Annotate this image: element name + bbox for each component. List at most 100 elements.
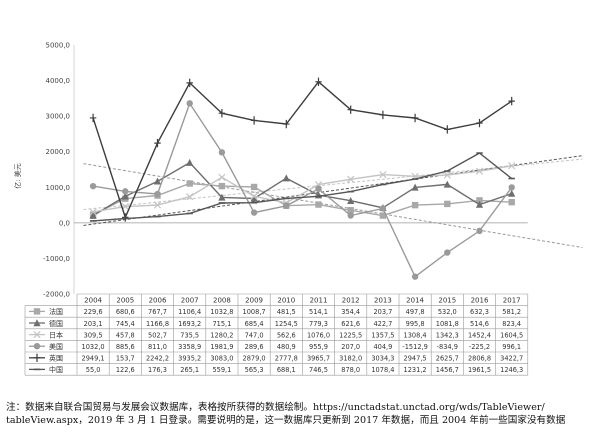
data-label: -225,2 <box>469 343 490 351</box>
data-label: 1032,0 <box>82 343 105 351</box>
data-point <box>476 118 483 128</box>
data-point <box>476 197 483 204</box>
data-label: 2242,2 <box>146 355 169 363</box>
y-tick-label: 3000,0 <box>46 113 71 121</box>
data-label: 680,6 <box>116 308 135 316</box>
data-table: 2004 2005 2006 2007 2008 2009 2010 2011 2012 2013… <box>24 293 529 376</box>
data-label: -1512,9 <box>402 343 427 351</box>
data-point <box>508 198 515 206</box>
data-label: 823,4 <box>502 320 521 328</box>
data-label: 2949,1 <box>82 355 105 363</box>
data-label: 1078,4 <box>371 366 394 374</box>
data-label: 1342,3 <box>436 331 459 339</box>
data-point <box>122 188 129 195</box>
legend-label: 法国 <box>49 307 63 316</box>
x-tick-label: 2015 <box>438 297 456 305</box>
data-point <box>154 190 161 198</box>
data-label: 735,5 <box>180 331 199 339</box>
series-line <box>89 152 515 222</box>
data-point <box>508 184 515 191</box>
data-label: 2806,8 <box>468 355 491 363</box>
y-tick-label: 1000,0 <box>46 184 71 192</box>
data-label: 229,6 <box>84 308 103 316</box>
data-label: 3083,0 <box>210 355 233 363</box>
x-tick-label: 2006 <box>149 297 167 305</box>
data-point <box>443 180 451 188</box>
series-line <box>89 162 516 216</box>
series-line <box>89 77 515 222</box>
y-tick-label: 2000,0 <box>46 148 71 156</box>
data-point <box>186 158 194 166</box>
series-lines <box>89 77 516 280</box>
data-point <box>89 211 97 219</box>
legend-label: 德国 <box>49 319 63 328</box>
data-label: 955,9 <box>309 343 328 351</box>
data-point <box>250 194 258 202</box>
data-label: 1308,4 <box>404 331 427 339</box>
y-tick-label: 4000,0 <box>46 77 71 85</box>
data-label: 1225,5 <box>339 331 362 339</box>
data-label: 1166,8 <box>146 320 169 328</box>
data-label: 1604,5 <box>500 331 523 339</box>
data-point <box>250 192 258 200</box>
y-tick-label: 0,0 <box>59 219 70 227</box>
data-label: 3965,7 <box>307 355 330 363</box>
data-point <box>347 196 355 204</box>
data-point <box>282 174 290 182</box>
data-point <box>33 330 41 339</box>
data-label: 562,6 <box>277 331 296 339</box>
data-point <box>89 208 97 216</box>
data-label: 176,3 <box>148 366 167 374</box>
x-tick-label: 2014 <box>406 297 424 305</box>
data-point <box>444 249 451 256</box>
data-label: 3034,3 <box>371 355 394 363</box>
data-label: 122,6 <box>116 366 135 374</box>
legend-label: 美国 <box>49 342 63 351</box>
data-point <box>411 113 419 123</box>
data-point <box>508 189 516 197</box>
footnote-line-1: 注：数据来自联合国贸易与发展会议数据库，表格按所获得的数据绘制。https://… <box>6 402 545 413</box>
legend-key <box>29 353 45 362</box>
y-axis-title: 亿: 美元 <box>13 163 22 189</box>
trend-line <box>83 158 583 211</box>
data-label: 1456,7 <box>436 366 459 374</box>
data-label: 1254,5 <box>275 320 298 328</box>
data-point <box>186 180 193 187</box>
data-label: 745,4 <box>116 320 135 328</box>
data-label: 55,0 <box>86 366 101 374</box>
data-label: 203,7 <box>373 308 392 316</box>
data-point <box>218 193 226 201</box>
data-label: 480,9 <box>277 343 296 351</box>
footnote: 注：数据来自联合国贸易与发展会议数据库，表格按所获得的数据绘制。https://… <box>6 401 596 427</box>
y-axis: 5000,0 4000,0 3000,0 2000,0 1000,0 0,0 -1000,0… <box>43 42 528 299</box>
x-tick-label: 2012 <box>342 297 360 305</box>
data-label: 1280,2 <box>210 331 233 339</box>
legend-key <box>29 330 45 339</box>
data-label: 2625,7 <box>436 355 459 363</box>
data-label: 811,0 <box>148 343 167 351</box>
data-point <box>250 116 258 125</box>
data-label: 1076,0 <box>307 331 330 339</box>
data-point <box>475 167 484 175</box>
data-label: 422,7 <box>373 320 392 328</box>
data-label: 1357,5 <box>371 331 394 339</box>
data-label: 1106,4 <box>178 308 201 316</box>
series-path <box>92 165 512 213</box>
x-tick-label: 2007 <box>181 297 199 305</box>
data-label: 746,5 <box>309 366 328 374</box>
data-label: 514,6 <box>470 320 489 328</box>
x-tick-label: 2008 <box>213 297 231 305</box>
data-point <box>379 212 387 219</box>
data-label: 203,1 <box>84 320 103 328</box>
data-point <box>475 200 484 208</box>
data-point <box>476 227 483 235</box>
legend-label: 日本 <box>49 330 63 339</box>
data-point <box>33 308 41 315</box>
data-point <box>154 138 161 148</box>
data-point <box>121 192 129 200</box>
data-label: 502,7 <box>148 331 167 339</box>
data-label: 153,7 <box>116 355 135 363</box>
data-point <box>411 183 419 191</box>
data-label: -834,9 <box>437 343 458 351</box>
data-point <box>33 353 41 362</box>
